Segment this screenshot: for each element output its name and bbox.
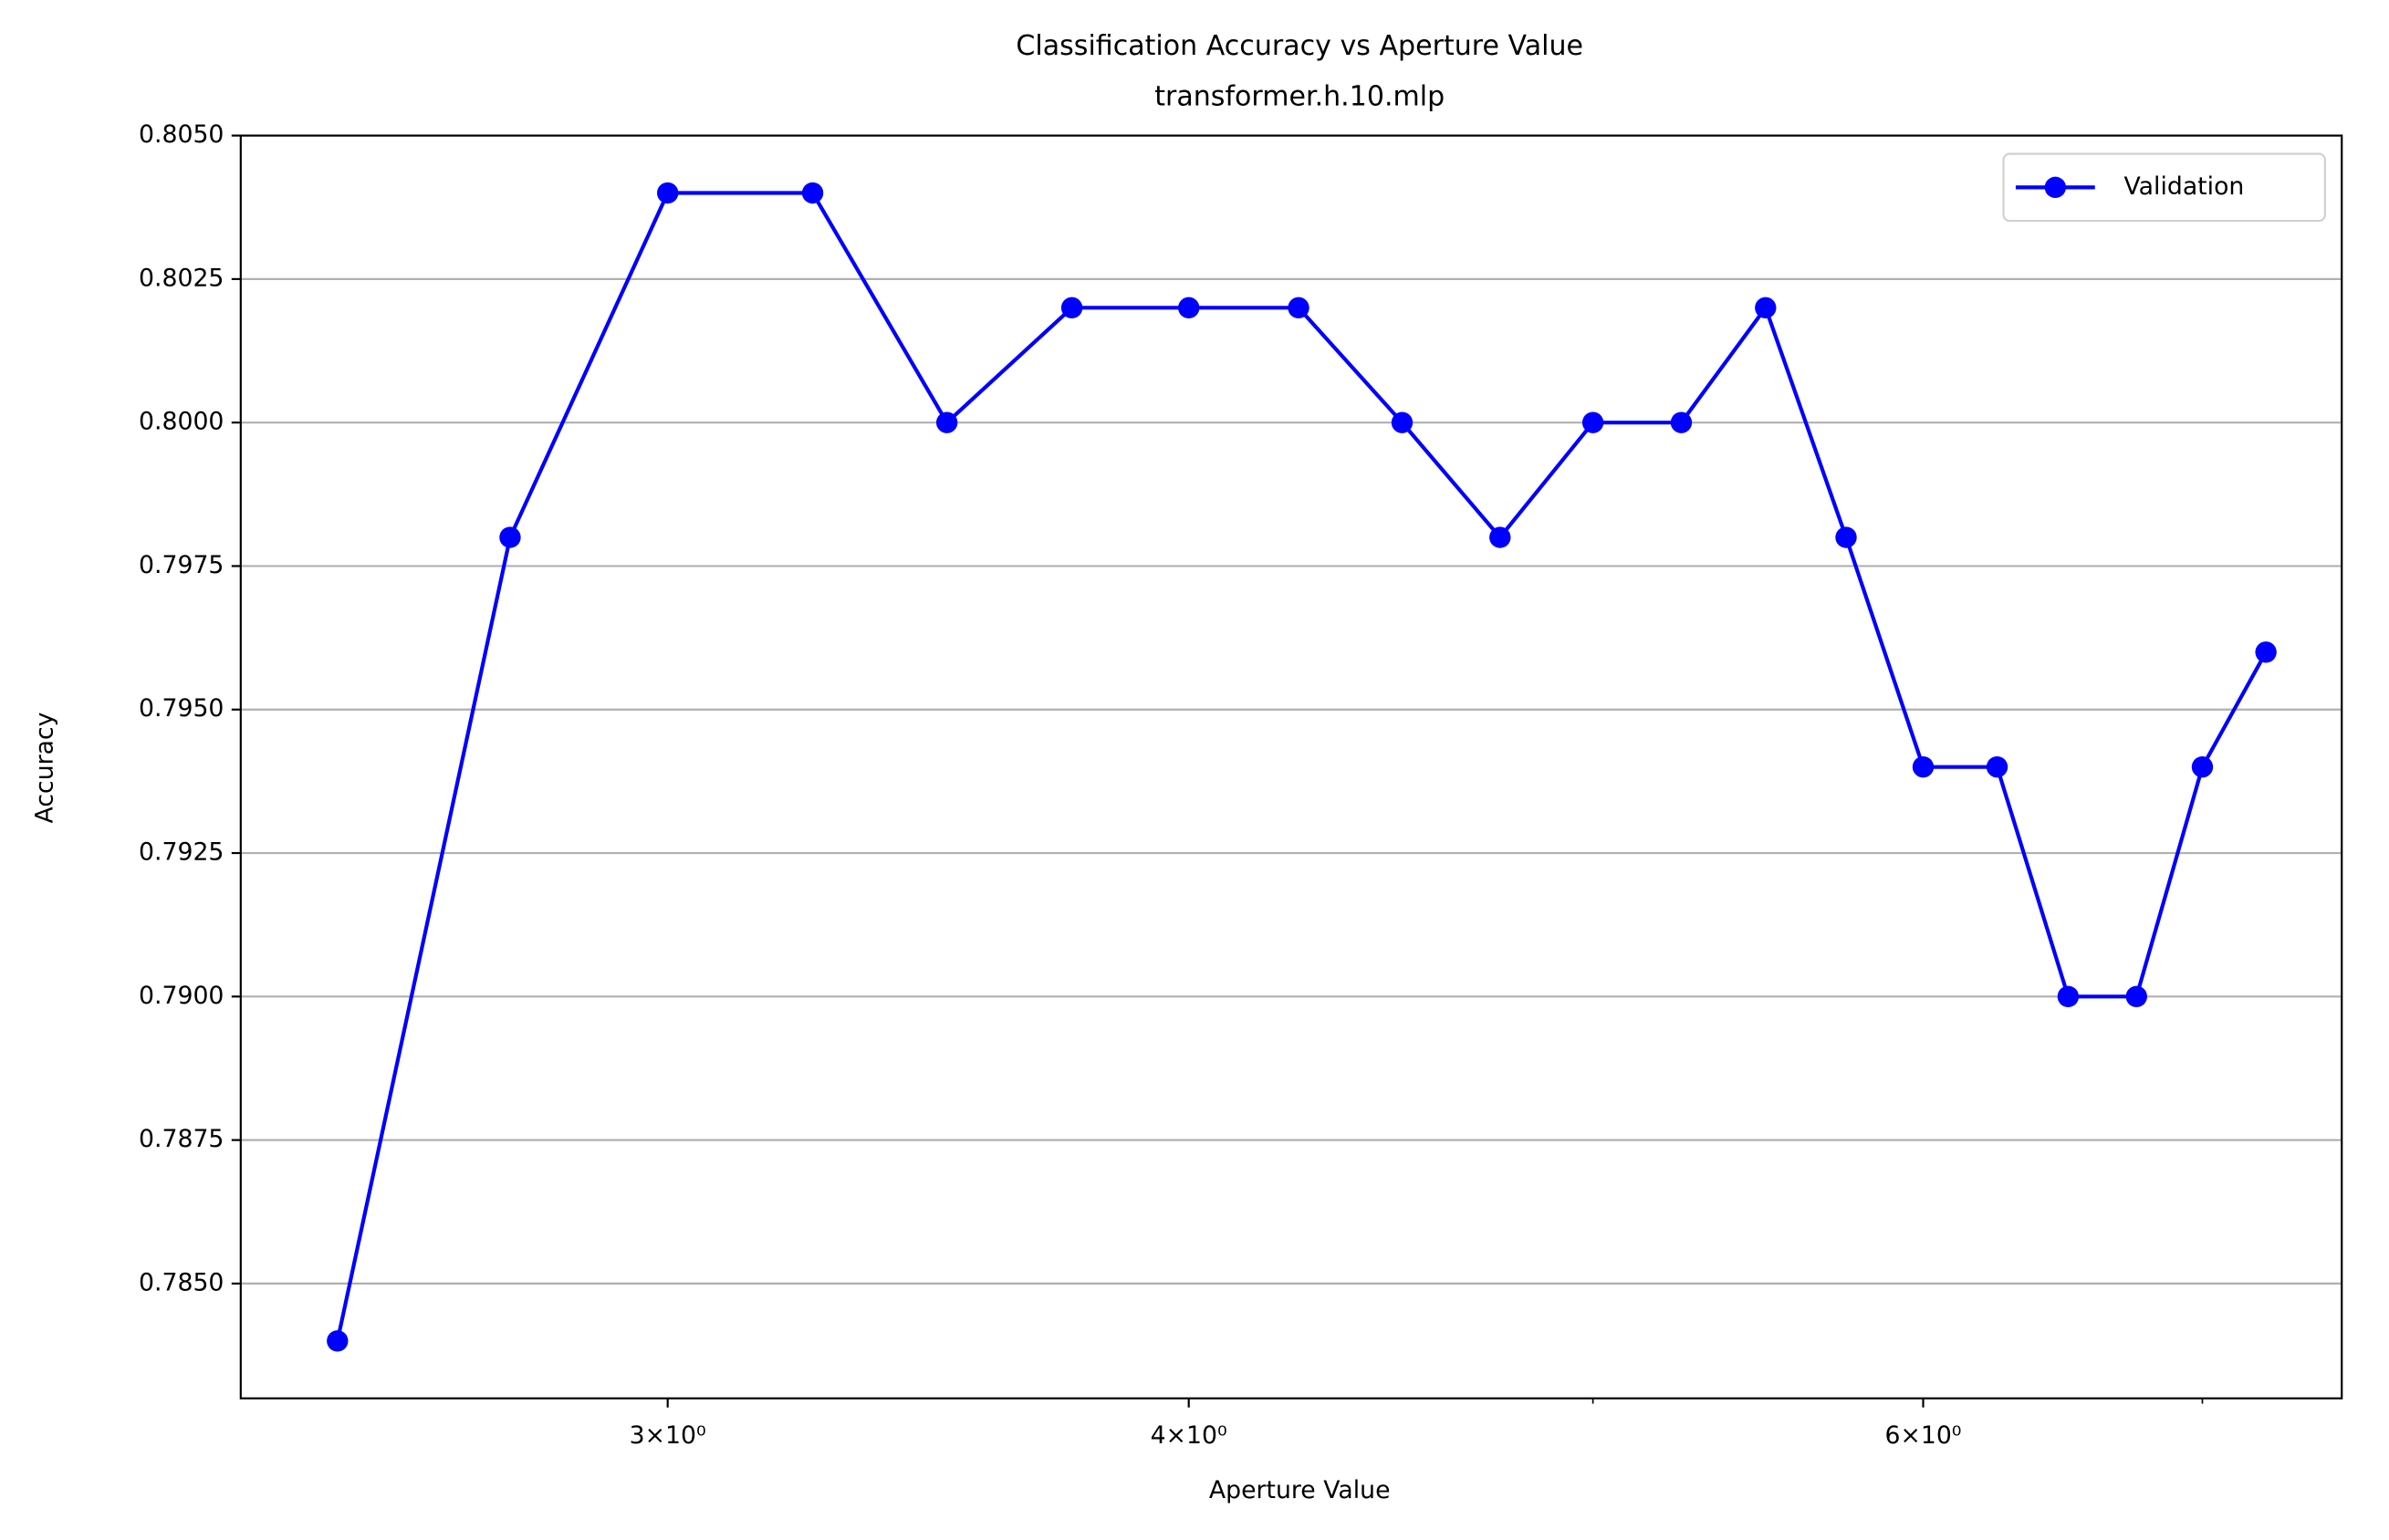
- y-tick-label: 0.7875: [139, 1125, 224, 1153]
- y-tick-label: 0.8025: [139, 264, 224, 292]
- y-tick-label: 0.7975: [139, 551, 224, 579]
- data-point: [1060, 297, 1083, 319]
- data-line: [335, 191, 2268, 1342]
- data-point: [935, 411, 958, 433]
- x-tick-label: 4×10⁰: [1151, 1421, 1227, 1450]
- data-point: [657, 182, 679, 204]
- data-point: [1288, 297, 1309, 319]
- data-point: [801, 182, 824, 204]
- data-point: [2057, 985, 2080, 1008]
- x-tick-label: 3×10⁰: [630, 1421, 706, 1450]
- data-point: [1835, 526, 1857, 548]
- legend-marker: [2044, 176, 2067, 199]
- y-tick-label: 0.7950: [139, 694, 224, 723]
- data-point: [1391, 411, 1414, 433]
- data-point: [2191, 755, 2214, 778]
- x-axis-label: Aperture Value: [1209, 1476, 1391, 1504]
- data-point: [1755, 297, 1777, 319]
- plot-frame: [239, 134, 2343, 1400]
- data-point: [1986, 755, 2008, 778]
- data-point: [2255, 641, 2277, 663]
- y-tick-label: 0.7900: [139, 982, 224, 1010]
- data-point: [1489, 526, 1511, 548]
- y-axis-label: Accuracy: [31, 713, 59, 824]
- legend-label: Validation: [2123, 172, 2244, 201]
- data-point: [2125, 985, 2147, 1008]
- data-point: [499, 526, 521, 548]
- chart-title: Classification Accuracy vs Aperture Valu…: [1016, 30, 1583, 62]
- data-point: [1670, 411, 1693, 433]
- y-tick-label: 0.8000: [139, 408, 224, 436]
- data-point: [327, 1330, 349, 1352]
- y-tick-label: 0.8050: [139, 120, 224, 149]
- data-point: [1912, 755, 1935, 778]
- data-point: [1581, 411, 1604, 433]
- legend-box: [2002, 152, 2326, 223]
- y-tick-label: 0.7925: [139, 838, 224, 867]
- y-tick-label: 0.7850: [139, 1268, 224, 1296]
- data-point: [1178, 297, 1200, 319]
- chart-subtitle: transformer.h.10.mlp: [1154, 80, 1445, 112]
- x-tick-label: 6×10⁰: [1884, 1421, 1961, 1450]
